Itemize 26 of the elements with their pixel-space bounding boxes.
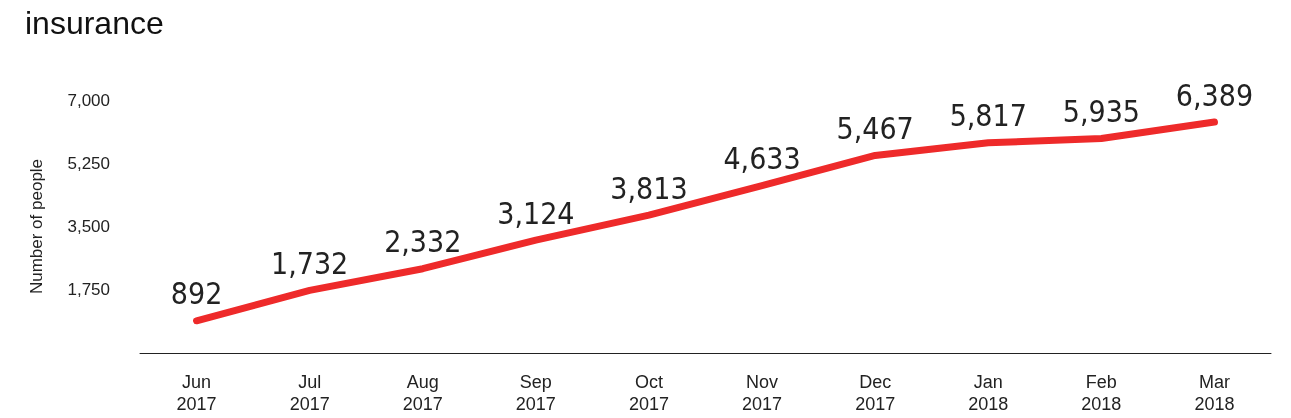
x-tick-label: Jul 2017	[289, 372, 330, 414]
y-tick-label: 1,750	[67, 280, 110, 300]
x-tick-label: Jun 2017	[176, 372, 217, 414]
x-tick-label: Jan 2018	[968, 372, 1009, 414]
data-label: 3,813	[610, 170, 688, 206]
y-tick-label: 5,250	[67, 153, 110, 173]
x-tick-label: Aug 2017	[402, 372, 443, 414]
data-label: 6,389	[1175, 77, 1254, 113]
data-label: 1,732	[271, 245, 349, 281]
y-axis-title: Number of people	[27, 158, 46, 295]
x-tick-label: Feb 2018	[1081, 372, 1122, 414]
data-label: 5,467	[836, 110, 914, 146]
x-tick-label: Nov 2017	[742, 372, 783, 414]
y-tick-label: 3,500	[67, 217, 110, 236]
x-tick-label: Oct 2017	[628, 372, 669, 414]
y-tick-label: 7,000	[67, 90, 110, 110]
data-label: 4,633	[723, 141, 801, 177]
x-tick-label: Dec 2017	[855, 372, 896, 414]
data-label: 3,124	[497, 195, 575, 231]
x-tick-label: Sep 2017	[515, 372, 556, 414]
data-label: 2,332	[384, 224, 462, 260]
data-label: 5,935	[1062, 93, 1140, 129]
data-label: 892	[170, 276, 223, 312]
chart-title: insurance	[25, 5, 164, 41]
data-label: 5,817	[949, 98, 1027, 134]
x-tick-label: Mar 2018	[1194, 372, 1235, 414]
